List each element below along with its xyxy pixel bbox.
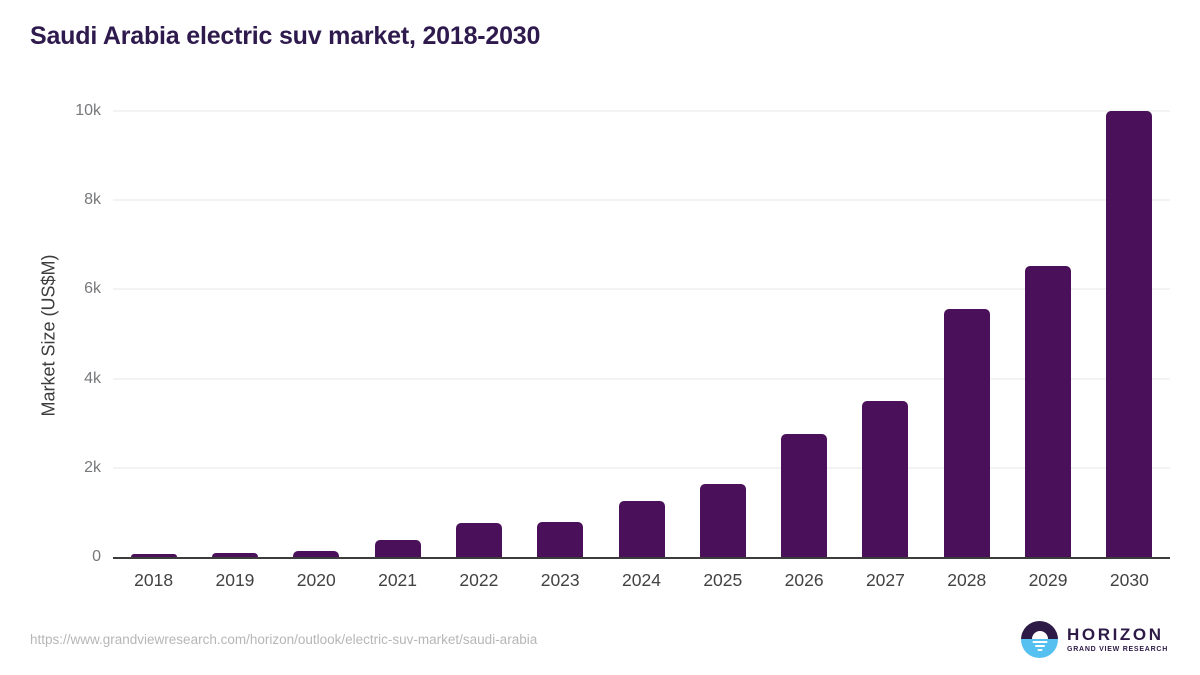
x-tick-label: 2023 (540, 570, 580, 590)
x-tick-label: 2024 (622, 570, 661, 590)
x-tick-label: 2018 (134, 570, 174, 590)
gridline (113, 378, 1170, 380)
y-tick-label: 10k (75, 102, 101, 119)
logo-tagline: GRAND VIEW RESEARCH (1067, 645, 1168, 653)
y-tick-label: 0 (92, 548, 101, 565)
bar-2024[interactable] (618, 501, 665, 557)
bar-2019[interactable] (211, 552, 258, 557)
x-tick-label: 2026 (784, 570, 824, 590)
y-tick-label: 4k (84, 369, 101, 387)
bar-2027[interactable] (862, 400, 909, 557)
x-tick-label: 2030 (1109, 570, 1149, 590)
bar-2018[interactable] (130, 553, 177, 557)
bar-2026[interactable] (781, 434, 828, 557)
bar-2021[interactable] (374, 539, 421, 557)
gridline (113, 199, 1170, 201)
plot-area: 0 2k 4k 6k 8k 10k 2018 2019 2020 2021 2022 2023 2024… (75, 102, 1170, 590)
bar-2029[interactable] (1025, 265, 1072, 557)
gridline (113, 288, 1170, 290)
x-tick-label: 2028 (947, 570, 987, 590)
logo-brand: HORIZON (1067, 624, 1164, 644)
gridline (113, 110, 1170, 112)
gridline (113, 467, 1170, 469)
bar-2022[interactable] (455, 523, 502, 557)
logo-text: HORIZON GRAND VIEW RESEARCH (1067, 626, 1168, 653)
horizon-sunset-circle-icon (1021, 620, 1059, 658)
bar-2023[interactable] (537, 521, 584, 557)
footer: https://www.grandviewresearch.com/horizo… (30, 614, 1168, 664)
y-axis-title: Market Size (US$M) (31, 111, 67, 559)
y-tick-label: 2k (84, 458, 101, 476)
horizon-logo: HORIZON GRAND VIEW RESEARCH (1021, 620, 1168, 658)
bar-2025[interactable] (699, 483, 746, 557)
x-tick-label: 2027 (865, 570, 905, 590)
chart-title: Saudi Arabia electric suv market, 2018-2… (30, 22, 541, 50)
y-tick-label: 8k (84, 191, 101, 209)
x-tick-label: 2022 (459, 570, 499, 590)
y-tick-label: 6k (84, 280, 101, 298)
x-tick-label: 2029 (1028, 570, 1068, 590)
x-tick-label: 2019 (215, 570, 255, 590)
y-axis-title-label: Market Size (US$M) (38, 253, 59, 417)
bar-2028[interactable] (943, 309, 990, 557)
x-tick-label: 2020 (296, 570, 336, 590)
bar-2030[interactable] (1106, 111, 1153, 557)
x-tick-label: 2025 (703, 570, 743, 590)
x-tick-label: 2021 (378, 570, 418, 590)
source-url: https://www.grandviewresearch.com/horizo… (30, 631, 538, 647)
bar-2020[interactable] (293, 550, 340, 557)
